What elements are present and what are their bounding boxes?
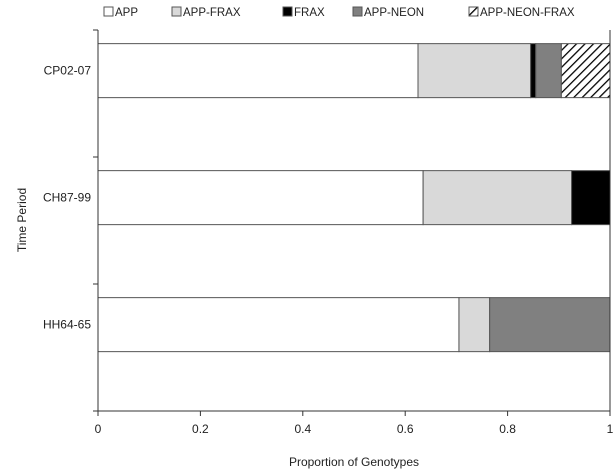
legend-swatch-app-neon [352,6,363,17]
x-tick-label-0-4: 0.4 [294,422,311,436]
bar-segment-ch87-99-frax [571,170,611,226]
bar-segment-ch87-99-app [97,170,424,226]
legend-label-frax: FRAX [294,7,325,19]
bar-segment-cp02-07-app-neon [535,43,562,99]
legend-swatch-app [103,6,114,17]
bar-segment-cp02-07-app-frax [417,43,532,99]
x-tick-label-0: 0 [95,422,102,436]
bar-segment-hh64-65-app [97,297,460,353]
y-axis-ticks [93,29,98,412]
x-axis-ticks: 0 0.2 0.4 0.6 0.8 1 [95,411,614,436]
x-tick-label-0-6: 0.6 [397,422,414,436]
bar-segment-hh64-65-app-neon [489,297,611,353]
bar-segment-cp02-07-frax [530,43,537,99]
legend-label-app-frax: APP-FRAX [183,7,241,19]
legend-swatch-app-neon-frax [468,6,479,17]
x-axis-title: Proportion of Genotypes [289,455,419,469]
legend-swatch-app-frax [171,6,182,17]
y-axis-title: Time Period [15,188,29,252]
x-tick-label-0-2: 0.2 [192,422,209,436]
y-tick-label-cp02-07: CP02-07 [44,64,92,78]
legend-label-app: APP [115,7,138,19]
bar-segment-cp02-07-app [97,43,419,99]
y-tick-label-hh64-65: HH64-65 [43,318,91,332]
bar-segment-hh64-65-app-frax [458,297,491,353]
legend-swatch-frax [282,6,293,17]
x-tick-label-1: 1 [607,422,614,436]
legend-label-app-neon-frax: APP-NEON-FRAX [480,7,575,19]
bar-segment-ch87-99-app-frax [422,170,573,226]
legend-label-app-neon: APP-NEON [364,7,424,19]
x-tick-label-0-8: 0.8 [499,422,516,436]
legend: APP APP-FRAX FRAX APP-NEON APP-NEON-FRAX [103,6,575,19]
bar-segment-cp02-07-app-neon-frax [560,43,611,99]
bars-layer: CP02-07 CH87-99 HH64-65 [43,43,611,353]
plot-area: CP02-07 CH87-99 HH64-65 0 0.2 0.4 0.6 0.8 1 [43,29,614,436]
y-tick-label-ch87-99: CH87-99 [43,191,91,205]
